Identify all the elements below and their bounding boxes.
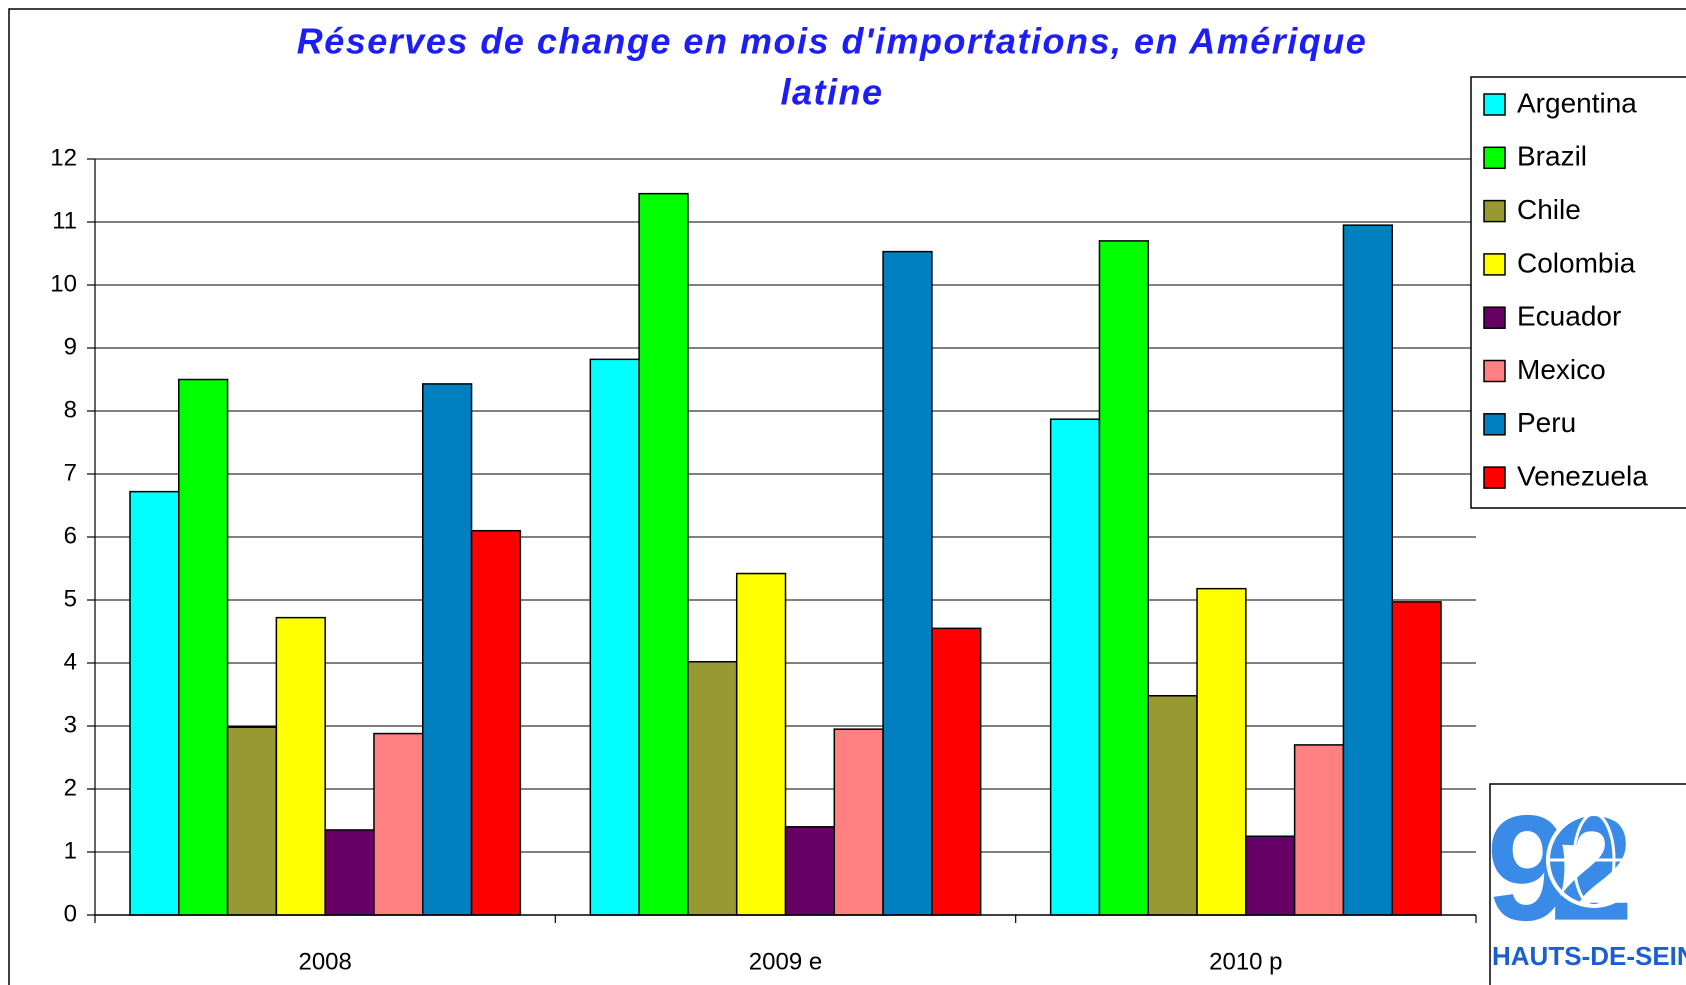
logo: 92 HAUTS-DE-SEINE [1487,783,1686,985]
x-tick-label: 2008 [298,948,351,975]
legend-label: Venezuela [1517,460,1648,491]
bar [1049,418,1101,916]
bar [638,192,689,916]
legend-label: Brazil [1517,141,1587,172]
legend-swatch [1483,199,1506,223]
bar [1342,224,1393,916]
y-tick-label: 7 [64,459,77,486]
y-tick-label: 8 [64,396,77,423]
legend-label: Peru [1517,407,1576,438]
bar [1245,835,1296,916]
y-tick-label: 6 [64,522,77,549]
legend-label: Mexico [1517,354,1606,385]
bar [129,490,180,916]
bar [1293,744,1345,916]
y-tick-label: 12 [50,144,77,171]
bar [275,616,326,916]
bar [687,660,738,916]
bar [882,250,933,916]
bar [735,572,787,916]
legend-label: Chile [1517,194,1581,225]
y-tick-label: 2 [64,774,77,801]
y-tick-label: 9 [64,333,77,360]
bar [422,383,473,916]
bar [226,726,278,916]
bar [833,728,884,916]
bar [1147,695,1198,916]
y-tick-label: 4 [64,648,77,675]
bar [784,826,836,916]
chart-border [8,8,1686,985]
legend-swatch [1483,466,1506,489]
bar [1391,601,1442,916]
y-tick-label: 0 [64,900,77,927]
legend-label: Argentina [1517,87,1637,118]
bar [1098,240,1149,916]
legend-swatch [1483,93,1506,116]
bar [373,732,424,916]
legend-label: Colombia [1517,247,1636,278]
legend-swatch [1483,359,1506,383]
legend-swatch [1483,306,1506,329]
logo-text: HAUTS-DE-SEINE [1492,941,1686,971]
y-tick-label: 3 [64,711,77,738]
bar [1196,587,1247,916]
x-tick-label: 2009 e [749,948,822,975]
y-tick-label: 5 [64,585,77,612]
x-tick-label: 2010 p [1209,948,1282,975]
chart-title: Réserves de change en mois d'importation… [297,21,1368,62]
y-tick-label: 10 [50,270,77,297]
legend-swatch [1483,413,1506,436]
legend-swatch [1483,146,1506,170]
y-tick-label: 11 [52,207,77,234]
bar [470,529,522,916]
bar [324,829,375,916]
legend-swatch [1483,253,1506,276]
legend-box [1470,76,1686,509]
legend: Argentina Brazil Chile Colombia Ecuador Mexic… [1470,76,1686,509]
logo-figure: 92 [1487,784,1628,952]
y-tick-label: 1 [64,837,77,864]
legend-label: Ecuador [1517,301,1621,332]
chart-title: latine [780,72,883,113]
bar [931,627,982,916]
bar [178,378,229,916]
bar [589,358,640,916]
